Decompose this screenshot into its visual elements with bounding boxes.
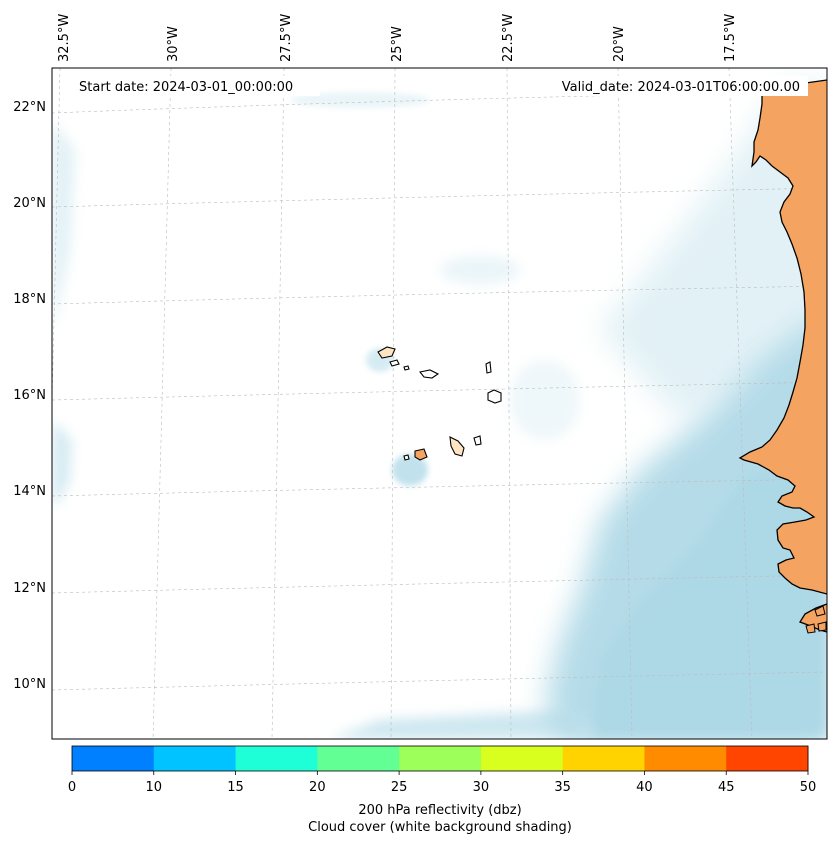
lat-label-20: 20°N — [13, 196, 46, 211]
lon-label-25: 25°W — [390, 26, 405, 62]
lon-labels: 32.5°W 30°W 27.5°W 25°W 22.5°W 20°W 17.5… — [57, 14, 738, 62]
lon-label-30: 30°W — [166, 26, 181, 62]
colorbar-tick-label: 50 — [800, 780, 817, 795]
lat-label-22: 22°N — [13, 100, 46, 115]
lon-label-20: 20°W — [612, 26, 627, 62]
colorbar-segment — [480, 746, 564, 771]
lon-label-17-5: 17.5°W — [723, 14, 738, 62]
island-santiago — [449, 436, 465, 457]
gridlines — [52, 68, 827, 739]
colorbar-tick-label: 15 — [227, 780, 244, 795]
cloud-patch-center — [440, 256, 520, 284]
gridline-lon-17-5 — [728, 68, 753, 739]
gridline-lon-20 — [617, 68, 633, 739]
island-coastal-3 — [817, 621, 827, 632]
colorbar-tick-label: 0 — [68, 780, 76, 795]
colorbar-label-line1: 200 hPa reflectivity (dbz) — [358, 803, 521, 818]
colorbar-segment — [726, 746, 809, 771]
island-sao-nicolau — [419, 369, 440, 379]
island-santo-antao — [377, 346, 396, 359]
island-boa-vista — [487, 389, 502, 404]
lat-label-10: 10°N — [13, 677, 46, 692]
island-santa-luzia — [403, 365, 410, 371]
island-brava — [403, 454, 410, 461]
colorbar-tick-label: 10 — [146, 780, 163, 795]
gridline-lat-20 — [52, 187, 827, 208]
colorbar-segments — [72, 746, 809, 771]
gridline-lat-14 — [52, 478, 827, 497]
lon-label-22-5: 22.5°W — [501, 14, 516, 62]
lat-label-16: 16°N — [13, 388, 46, 403]
colorbar: 0 10 15 20 25 30 35 40 45 50 200 hPa reflectivity… — [68, 745, 816, 835]
colorbar-tick-label: 20 — [309, 780, 326, 795]
island-fogo — [414, 448, 428, 461]
lat-label-18: 18°N — [13, 292, 46, 307]
colorbar-segment — [235, 746, 318, 771]
cape-verde-islands — [377, 346, 502, 461]
land-west-africa — [740, 80, 827, 739]
cloud-region-east-dense — [590, 440, 827, 739]
valid-date-label: Valid_date: 2024-03-01T06:00:00.00 — [562, 80, 800, 95]
gridline-lon-22-5 — [506, 68, 512, 739]
gridline-lat-16 — [52, 381, 827, 401]
cloud-region-south — [330, 710, 600, 739]
cloud-patch-right-center — [510, 360, 580, 440]
lat-label-14: 14°N — [13, 484, 46, 499]
colorbar-segment — [399, 746, 482, 771]
gridline-lon-30 — [152, 68, 172, 739]
cloud-patch-top — [290, 92, 430, 108]
colorbar-segment — [153, 746, 237, 771]
colorbar-segment — [562, 746, 645, 771]
colorbar-tick-label: 45 — [718, 780, 735, 795]
island-coastal-2 — [805, 623, 816, 634]
colorbar-tick-label: 25 — [391, 780, 408, 795]
gridline-lat-18 — [52, 285, 827, 305]
cloud-region-west-mid — [52, 420, 72, 505]
map-content — [52, 68, 827, 739]
gridline-lat-10 — [52, 671, 827, 691]
colorbar-tick-label: 35 — [554, 780, 571, 795]
island-sao-vicente — [389, 359, 400, 367]
gridline-lat-22 — [52, 90, 827, 114]
colorbar-segment — [317, 746, 400, 771]
cloud-patch-islands — [392, 454, 428, 486]
colorbar-tick-label: 40 — [636, 780, 653, 795]
gridline-lon-27-5 — [271, 68, 285, 739]
lon-label-27-5: 27.5°W — [279, 14, 294, 62]
island-maio — [473, 435, 482, 446]
colorbar-label-line2: Cloud cover (white background shading) — [308, 820, 572, 835]
colorbar-frame — [71, 745, 809, 772]
colorbar-tick-label: 30 — [473, 780, 490, 795]
island-sal — [485, 361, 492, 374]
colorbar-ticks: 0 10 15 20 25 30 35 40 45 50 — [68, 771, 816, 795]
valid-date-box — [537, 76, 808, 96]
gridline-lon-25 — [390, 68, 396, 739]
start-date-label: Start date: 2024-03-01_00:00:00 — [79, 80, 293, 95]
lat-label-12: 12°N — [13, 581, 46, 596]
island-coastal-1 — [814, 605, 826, 617]
start-date-box — [70, 76, 320, 96]
gridline-lat-12 — [52, 574, 827, 594]
map-frame — [51, 67, 828, 740]
colorbar-segment — [644, 746, 727, 771]
lon-label-32-5: 32.5°W — [57, 14, 72, 62]
lat-labels: 22°N 20°N 18°N 16°N 14°N 12°N 10°N — [13, 100, 46, 692]
colorbar-segment — [72, 746, 155, 771]
